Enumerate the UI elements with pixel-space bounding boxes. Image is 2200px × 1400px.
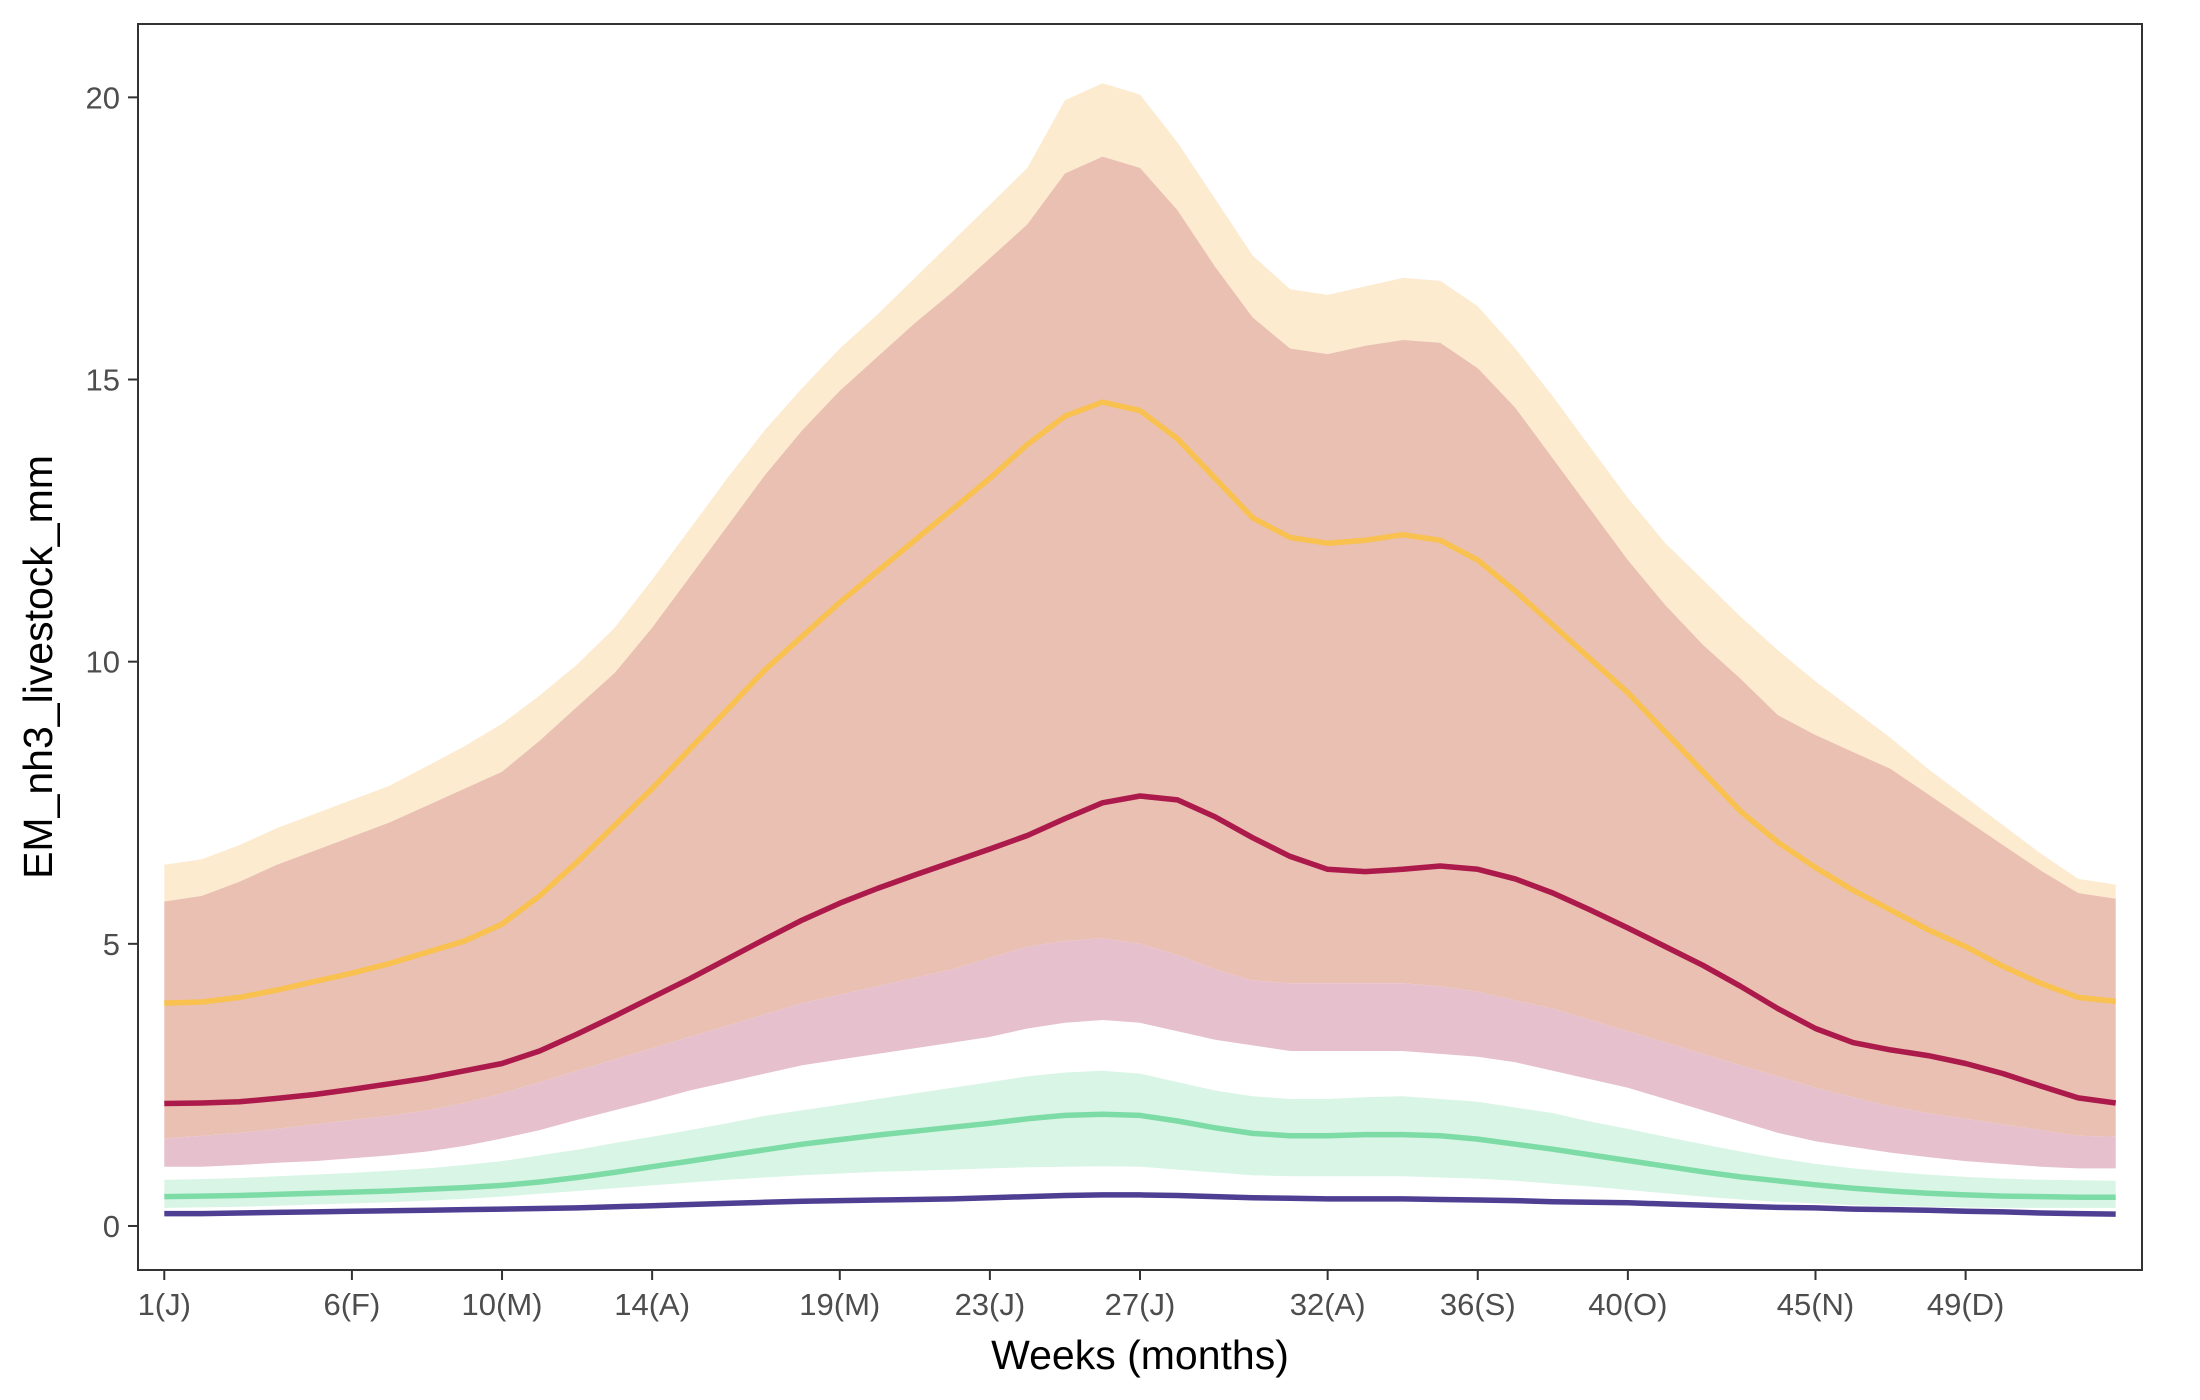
x-axis: 1(J) 6(F) 10(M) 14(A) 19(M) 23(J) 27(J) 32(A) 36… xyxy=(138,1270,2005,1322)
x-tick-label: 14(A) xyxy=(614,1287,690,1322)
y-tick-label: 20 xyxy=(86,80,120,115)
band-4 xyxy=(164,1070,2116,1208)
x-tick-label: 23(J) xyxy=(955,1287,1026,1322)
y-axis-title: EM_nh3_livestock_mm xyxy=(15,455,61,879)
x-tick-label: 1(J) xyxy=(138,1287,191,1322)
y-tick-label: 0 xyxy=(103,1209,120,1244)
x-tick-label: 36(S) xyxy=(1440,1287,1516,1322)
band-3 xyxy=(164,938,2116,1169)
lines-layer xyxy=(164,399,2117,1217)
x-axis-title: Weeks (months) xyxy=(991,1332,1289,1378)
x-tick-label: 6(F) xyxy=(323,1287,380,1322)
y-tick-label: 15 xyxy=(86,363,120,398)
x-tick-label: 32(A) xyxy=(1290,1287,1366,1322)
band-2 xyxy=(164,156,2116,1139)
y-tick-label: 5 xyxy=(103,927,120,962)
y-axis: 0 5 10 15 20 xyxy=(86,80,138,1244)
x-tick-label: 45(N) xyxy=(1777,1287,1855,1322)
x-tick-label: 40(O) xyxy=(1588,1287,1667,1322)
series-line-2 xyxy=(164,793,2117,1107)
series-line-1 xyxy=(164,399,2116,1006)
x-tick-label: 19(M) xyxy=(799,1287,880,1322)
band-1 xyxy=(164,83,2116,902)
x-tick-label: 49(D) xyxy=(1927,1287,2005,1322)
x-tick-label: 10(M) xyxy=(462,1287,543,1322)
y-tick-label: 10 xyxy=(86,645,120,680)
series-line-4 xyxy=(164,1192,2116,1217)
x-tick-label: 27(J) xyxy=(1105,1287,1176,1322)
bands-layer xyxy=(164,83,2116,1208)
series-line-3 xyxy=(164,1111,2116,1200)
